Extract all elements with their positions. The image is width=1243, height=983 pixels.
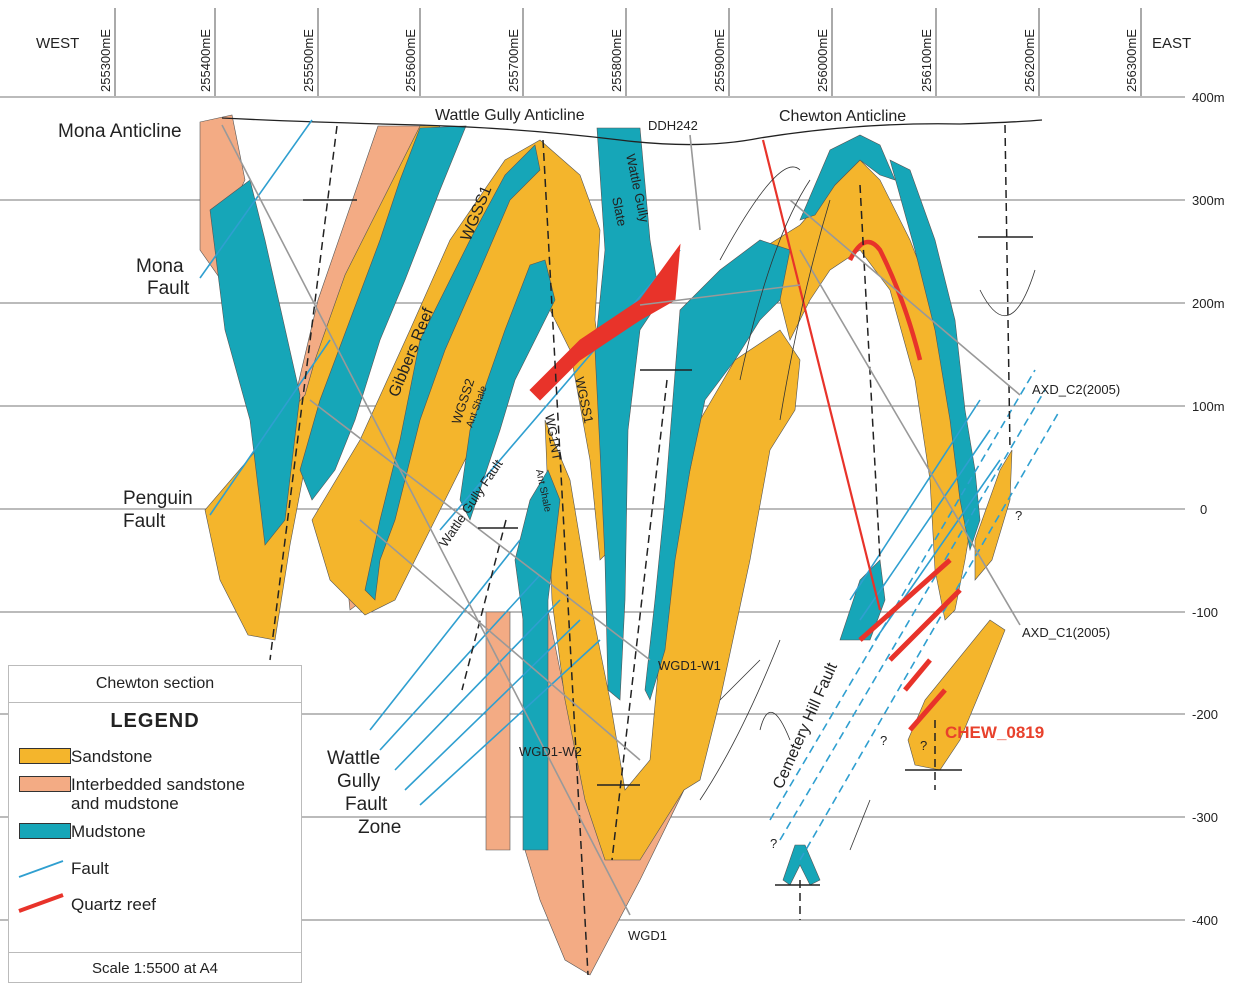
elevation-label: 200m [1192, 296, 1225, 311]
question-mark: ? [770, 836, 777, 851]
elevation-label: 400m [1192, 90, 1225, 105]
fold-axis-arrows [303, 199, 1033, 886]
easting-label: 255300mE [98, 29, 113, 92]
mudstone-swatch [19, 823, 71, 839]
chew-0819-label: CHEW_0819 [945, 723, 1044, 742]
legend: Chewton section LEGEND Sandstone Interbe… [8, 665, 302, 983]
mona-fault-label-line2: Fault [147, 278, 190, 299]
easting-label: 255700mE [506, 29, 521, 92]
wgd1-w1-label: WGD1-W1 [658, 658, 721, 673]
legend-interbedded-line1: Interbedded sandstone [71, 775, 245, 794]
ddh242-label: DDH242 [648, 118, 698, 133]
easting-grid [114, 8, 1142, 96]
easting-label: 255600mE [403, 29, 418, 92]
legend-fault: Fault [71, 859, 109, 878]
legend-section-title: Chewton section [95, 675, 215, 692]
sandstone-swatch [19, 748, 71, 764]
easting-label: 255900mE [712, 29, 727, 92]
question-mark: ? [920, 738, 927, 753]
legend-quartz-reef: Quartz reef [71, 895, 157, 914]
legend-divider [9, 702, 301, 703]
elevation-label: 0 [1200, 502, 1207, 517]
fault-zone-label-line1: Wattle [327, 748, 380, 769]
easting-label: 256300mE [1124, 29, 1139, 92]
easting-label: 255800mE [609, 29, 624, 92]
ground-surface [221, 117, 1043, 146]
legend-title: LEGEND [110, 710, 200, 732]
form-lines [699, 166, 1036, 851]
easting-label: 256200mE [1022, 29, 1037, 92]
cemetery-hill-fault-label: Cemetery Hill Fault [770, 660, 841, 792]
easting-label: 256100mE [919, 29, 934, 92]
legend-mudstone: Mudstone [71, 822, 146, 841]
penguin-fault-label-line1: Penguin [123, 488, 193, 509]
penguin-fault-label-line2: Fault [123, 511, 166, 532]
dashed-faults [769, 369, 1061, 861]
easting-label: 255400mE [198, 29, 213, 92]
elevation-label: 100m [1192, 399, 1225, 414]
fault-zone-label-line3: Fault [345, 794, 388, 815]
axial-traces [269, 124, 1011, 976]
easting-labels: 255300mE 255400mE 255500mE 255600mE 2557… [98, 29, 1139, 92]
legend-line-symbols [18, 860, 64, 913]
legend-divider [9, 952, 301, 953]
chewton-anticline-label: Chewton Anticline [779, 108, 906, 125]
wattle-gully-slate-label-line2: Slate [609, 196, 630, 228]
legend-scale: Scale 1:5500 at A4 [92, 960, 218, 977]
wgd1-label: WGD1 [628, 928, 667, 943]
elevation-label: -200 [1192, 707, 1218, 722]
question-mark: ? [880, 733, 887, 748]
wattle-gully-anticline-label: Wattle Gully Anticline [435, 107, 585, 124]
elevation-label: -400 [1192, 913, 1218, 928]
fault-lines [199, 119, 1001, 806]
legend-interbedded-line2: and mudstone [71, 794, 179, 813]
interbedded-swatch [19, 776, 71, 792]
axd-c2-label: AXD_C2(2005) [1032, 382, 1120, 397]
easting-label: 256000mE [815, 29, 830, 92]
mudstone-units [209, 125, 981, 886]
elevation-label: -300 [1192, 810, 1218, 825]
elevation-labels: 400m 300m 200m 100m 0 -100 -200 -300 -40… [1192, 90, 1225, 928]
question-mark: ? [1015, 508, 1022, 523]
east-label: EAST [1152, 35, 1191, 52]
legend-sandstone: Sandstone [71, 747, 153, 766]
axd-c1-label: AXD_C1(2005) [1022, 625, 1110, 640]
elevation-label: -100 [1192, 605, 1218, 620]
fault-zone-label-line2: Gully [337, 771, 381, 792]
easting-label: 255500mE [301, 29, 316, 92]
drillhole-traces [221, 124, 1021, 916]
mona-anticline-label: Mona Anticline [58, 121, 182, 142]
wgd1-w2-label: WGD1-W2 [519, 744, 582, 759]
elevation-label: 300m [1192, 193, 1225, 208]
fault-zone-label-line4: Zone [358, 817, 401, 838]
mona-fault-label-line1: Mona [136, 256, 184, 277]
west-label: WEST [36, 35, 79, 52]
